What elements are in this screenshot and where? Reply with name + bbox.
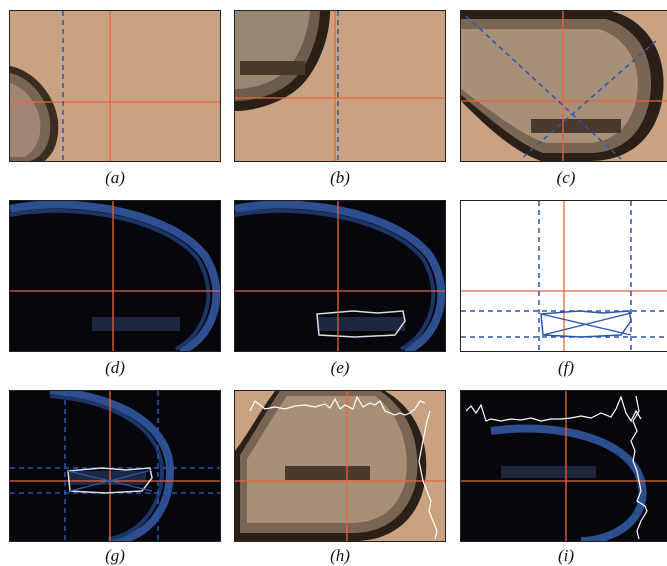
caption-d: (d) <box>105 358 125 377</box>
caption-e: (e) <box>330 358 350 377</box>
panel-d-image <box>10 201 220 351</box>
panel-c-image <box>461 11 667 161</box>
panel-b-image <box>235 11 445 161</box>
intensity-profile-horizontal <box>465 395 642 423</box>
panel-g <box>9 390 221 542</box>
intensity-profile-vertical <box>418 410 438 540</box>
crystal-outline <box>316 310 406 338</box>
intensity-profile-vertical <box>630 395 648 540</box>
panel-a <box>9 10 221 162</box>
panel-c <box>460 10 667 162</box>
caption-a: (a) <box>105 168 125 187</box>
panel-g-image <box>10 391 220 541</box>
panel-i-image <box>461 391 667 541</box>
panel-h <box>234 390 446 542</box>
panel-b <box>234 10 446 162</box>
panel-i <box>460 390 667 542</box>
caption-i: (i) <box>557 546 575 565</box>
panel-e-image <box>235 201 445 351</box>
panel-e <box>234 200 446 352</box>
panel-f <box>460 200 667 352</box>
intensity-profile-horizontal <box>249 395 426 416</box>
panel-f-image <box>461 201 667 351</box>
caption-c: (c) <box>556 168 576 187</box>
panel-d <box>9 200 221 352</box>
caption-g: (g) <box>105 546 125 565</box>
caption-b: (b) <box>330 168 350 187</box>
panel-h-image <box>235 391 445 541</box>
caption-h: (h) <box>330 546 350 565</box>
panel-a-image <box>10 11 220 161</box>
caption-f: (f) <box>557 358 575 377</box>
